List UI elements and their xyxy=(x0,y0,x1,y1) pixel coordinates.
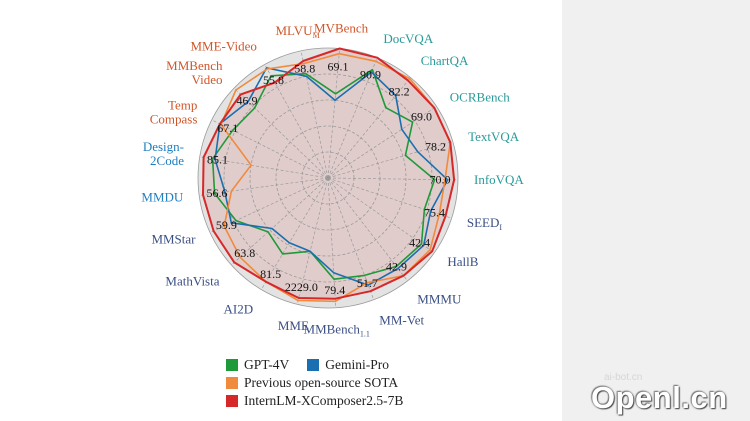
value-label-mvbench: 69.1 xyxy=(328,60,349,74)
axis-label-docvqa: DocVQA xyxy=(383,31,433,46)
value-label-mlvu: 58.8 xyxy=(294,61,315,75)
axis-label-mvbench: MVBench xyxy=(314,21,369,36)
axis-spoke xyxy=(327,48,341,179)
legend-swatch-prev-sota xyxy=(226,377,238,389)
legend-item-gemini: Gemini-Pro xyxy=(307,357,389,373)
axis-label-mathvista: MathVista xyxy=(165,274,219,289)
axis-spoke xyxy=(327,57,378,179)
legend-row: InternLM-XComposer2.5-7B xyxy=(226,392,486,410)
value-label-chartqa: 82.2 xyxy=(389,85,410,99)
axis-label-hallb: HallB xyxy=(447,254,478,269)
legend-item-internlm: InternLM-XComposer2.5-7B xyxy=(226,393,403,409)
axis-label-chartqa: ChartQA xyxy=(421,53,469,68)
legend: GPT-4V Gemini-Pro Previous open-source S… xyxy=(226,356,486,410)
watermark-faint-text: ai-bot.cn xyxy=(604,372,643,383)
value-label-mmevideo: 55.8 xyxy=(263,73,284,87)
axis-spoke xyxy=(211,119,329,179)
axis-label-subscript: 1.1 xyxy=(360,330,370,339)
legend-swatch-internlm xyxy=(226,395,238,407)
axis-spoke xyxy=(327,177,452,219)
axis-spoke xyxy=(327,141,453,179)
value-label-mmdu: 56.6 xyxy=(207,186,228,200)
axis-spoke xyxy=(327,177,459,181)
value-label-mmbenchvideo: 46.9 xyxy=(237,94,258,108)
axis-spoke xyxy=(327,106,437,179)
axis-label-tempcompass: Compass xyxy=(150,112,198,127)
axis-label-mmmu: MMMU xyxy=(417,292,462,307)
axis-spoke xyxy=(327,77,411,179)
legend-row: GPT-4V Gemini-Pro xyxy=(226,356,486,374)
axis-label-seed: SEEDI xyxy=(467,215,503,232)
value-label-mmbench11: 79.4 xyxy=(324,283,345,297)
legend-label-gpt4v: GPT-4V xyxy=(244,357,290,372)
axis-label-mmbenchvideo: Video xyxy=(192,72,223,87)
axis-spoke xyxy=(327,177,337,308)
axis-spoke xyxy=(209,177,329,233)
axis-label-mlvu: MLVUM xyxy=(275,23,319,40)
legend-swatch-gemini xyxy=(307,359,320,371)
axis-label-mme: MME xyxy=(278,318,309,333)
value-label-mmvet: 51.7 xyxy=(357,276,378,290)
axis-label-mmbenchvideo: MMBench xyxy=(166,58,223,73)
value-label-seed: 75.4 xyxy=(424,206,445,220)
legend-swatch-gpt4v xyxy=(226,359,238,371)
axis-label-design2code: Design- xyxy=(143,139,184,154)
axis-spoke xyxy=(300,50,329,179)
value-label-design2code: 85.1 xyxy=(207,153,228,167)
value-label-mme: 2229.0 xyxy=(285,280,318,294)
axis-spoke xyxy=(233,87,329,179)
axis-spoke xyxy=(327,177,375,300)
figure-panel: 69.1 MVBench 90.9 DocVQA 82.2 ChartQA 69.0 OCRB… xyxy=(0,0,562,421)
series-line-gemini xyxy=(214,67,449,286)
axis-spoke xyxy=(296,177,329,305)
grid-circle xyxy=(301,151,355,205)
axis-label-mmstar: MMStar xyxy=(151,231,196,246)
value-label-mathvista: 63.8 xyxy=(234,246,255,260)
grid-circle xyxy=(249,99,407,257)
legend-item-gpt4v: GPT-4V xyxy=(226,357,289,373)
value-label-ai2d: 81.5 xyxy=(260,267,281,281)
value-label-infovqa: 70.0 xyxy=(430,173,451,187)
axis-spoke xyxy=(260,177,329,290)
watermark-text: Openl.cn xyxy=(591,380,728,415)
value-label-textvqa: 78.2 xyxy=(425,140,446,154)
axis-label-mmbench11: MMBench1.1 xyxy=(304,322,370,339)
axis-label-mmevideo: MME-Video xyxy=(191,39,257,54)
value-label-hallb: 42.4 xyxy=(409,236,430,250)
axis-label-tempcompass: Temp xyxy=(168,98,197,113)
axis-spoke xyxy=(199,177,329,196)
axis-spoke xyxy=(327,177,435,254)
axis-label-subscript: M xyxy=(313,31,320,40)
value-label-ocrbench: 69.0 xyxy=(411,109,432,123)
axis-label-design2code: 2Code xyxy=(150,153,184,168)
grid-circle xyxy=(275,125,381,231)
legend-label-gemini: Gemini-Pro xyxy=(325,357,390,372)
radar-chart: 69.1 MVBench 90.9 DocVQA 82.2 ChartQA 69.0 OCRB… xyxy=(141,21,524,339)
value-label-mmstar: 59.9 xyxy=(216,218,237,232)
axis-label-mmvet: MM-Vet xyxy=(379,313,424,328)
value-label-mmmu: 42.9 xyxy=(386,260,407,274)
axis-label-infovqa: InfoVQA xyxy=(474,172,524,187)
axis-label-mmdu: MMDU xyxy=(141,190,184,205)
legend-item-prev-sota: Previous open-source SOTA xyxy=(226,375,398,391)
axis-spoke xyxy=(327,177,408,282)
grid-circle xyxy=(197,47,459,309)
axis-spoke xyxy=(231,177,329,266)
axis-label-ai2d: AI2D xyxy=(223,301,253,316)
value-label-tempcompass: 67.1 xyxy=(217,121,238,135)
axis-label-subscript: I xyxy=(499,223,502,232)
axis-label-textvqa: TextVQA xyxy=(468,129,520,144)
legend-label-prev-sota: Previous open-source SOTA xyxy=(244,375,399,390)
legend-row: Previous open-source SOTA xyxy=(226,374,486,392)
axis-spoke xyxy=(199,156,329,179)
legend-label-internlm: InternLM-XComposer2.5-7B xyxy=(244,393,404,408)
axis-spoke xyxy=(264,64,329,179)
value-label-docvqa: 90.9 xyxy=(360,67,381,81)
series-line-internlm xyxy=(202,47,456,300)
axis-label-ocrbench: OCRBench xyxy=(450,90,510,105)
